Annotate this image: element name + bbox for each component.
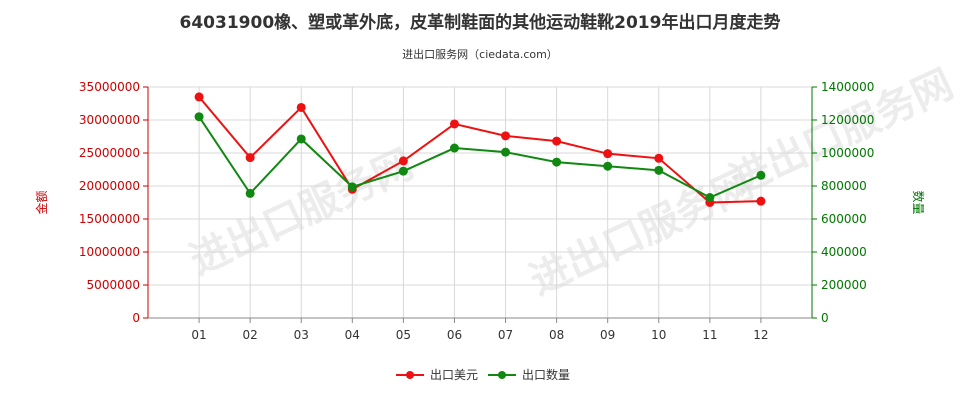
left-tick-label: 15000000 [79,212,140,226]
right-tick-label: 1000000 [821,146,874,160]
series-point-1 [705,193,715,203]
series-point-0 [194,92,204,102]
x-tick-label: 09 [600,328,615,342]
right-tick-label: 800000 [821,179,867,193]
series-point-1 [245,188,255,198]
series-line-1 [198,116,762,199]
series-point-1 [603,161,613,171]
left-tick-label: 25000000 [79,146,140,160]
series-point-1 [552,157,562,167]
x-tick-label: 02 [243,328,258,342]
x-tick-label: 03 [294,328,309,342]
right-tick-label: 600000 [821,212,867,226]
right-tick-label: 400000 [821,245,867,259]
chart-title: 64031900橡、塑或革外底，皮革制鞋面的其他运动鞋靴2019年出口月度走势 [179,13,781,33]
legend-label: 出口数量 [522,367,570,382]
x-tick-label: 04 [345,328,360,342]
x-tick-label: 06 [447,328,462,342]
series-point-1 [654,165,664,175]
left-tick-label: 30000000 [79,113,140,127]
left-tick-label: 0 [132,311,140,325]
series-point-0 [245,153,255,163]
chart-subtitle: 进出口服务网（ciedata.com） [402,48,558,61]
right-tick-label: 200000 [821,278,867,292]
left-tick-label: 20000000 [79,179,140,193]
series-line-0 [198,96,761,204]
series-point-0 [296,102,306,112]
series-point-0 [654,153,664,163]
series-point-0 [398,156,408,166]
series-point-1 [347,182,357,192]
left-tick-label: 10000000 [79,245,140,259]
series-point-1 [296,134,306,144]
series-point-0 [449,119,459,129]
legend-swatch-marker [406,371,414,379]
series-point-0 [756,196,766,206]
x-tick-label: 12 [753,328,768,342]
left-tick-label: 5000000 [87,278,140,292]
x-tick-label: 08 [549,328,564,342]
right-axis-title: 数量 [911,190,926,214]
series-point-1 [398,166,408,176]
x-tick-label: 05 [396,328,411,342]
series-point-0 [603,149,613,159]
left-axis-title: 金额 [34,190,49,214]
series-point-0 [552,136,562,146]
x-tick-label: 01 [191,328,206,342]
right-tick-label: 1200000 [821,113,874,127]
x-tick-label: 11 [702,328,717,342]
series-point-1 [756,170,766,180]
series-point-1 [194,112,204,122]
x-tick-label: 07 [498,328,513,342]
right-tick-label: 1400000 [821,80,874,94]
series-point-1 [501,147,511,157]
legend-label: 出口美元 [430,368,478,382]
left-tick-label: 35000000 [79,80,140,94]
series-point-1 [449,143,459,153]
x-tick-label: 10 [651,328,666,342]
legend-swatch-marker [498,371,506,379]
right-tick-label: 0 [821,311,829,325]
series-point-0 [501,131,511,141]
